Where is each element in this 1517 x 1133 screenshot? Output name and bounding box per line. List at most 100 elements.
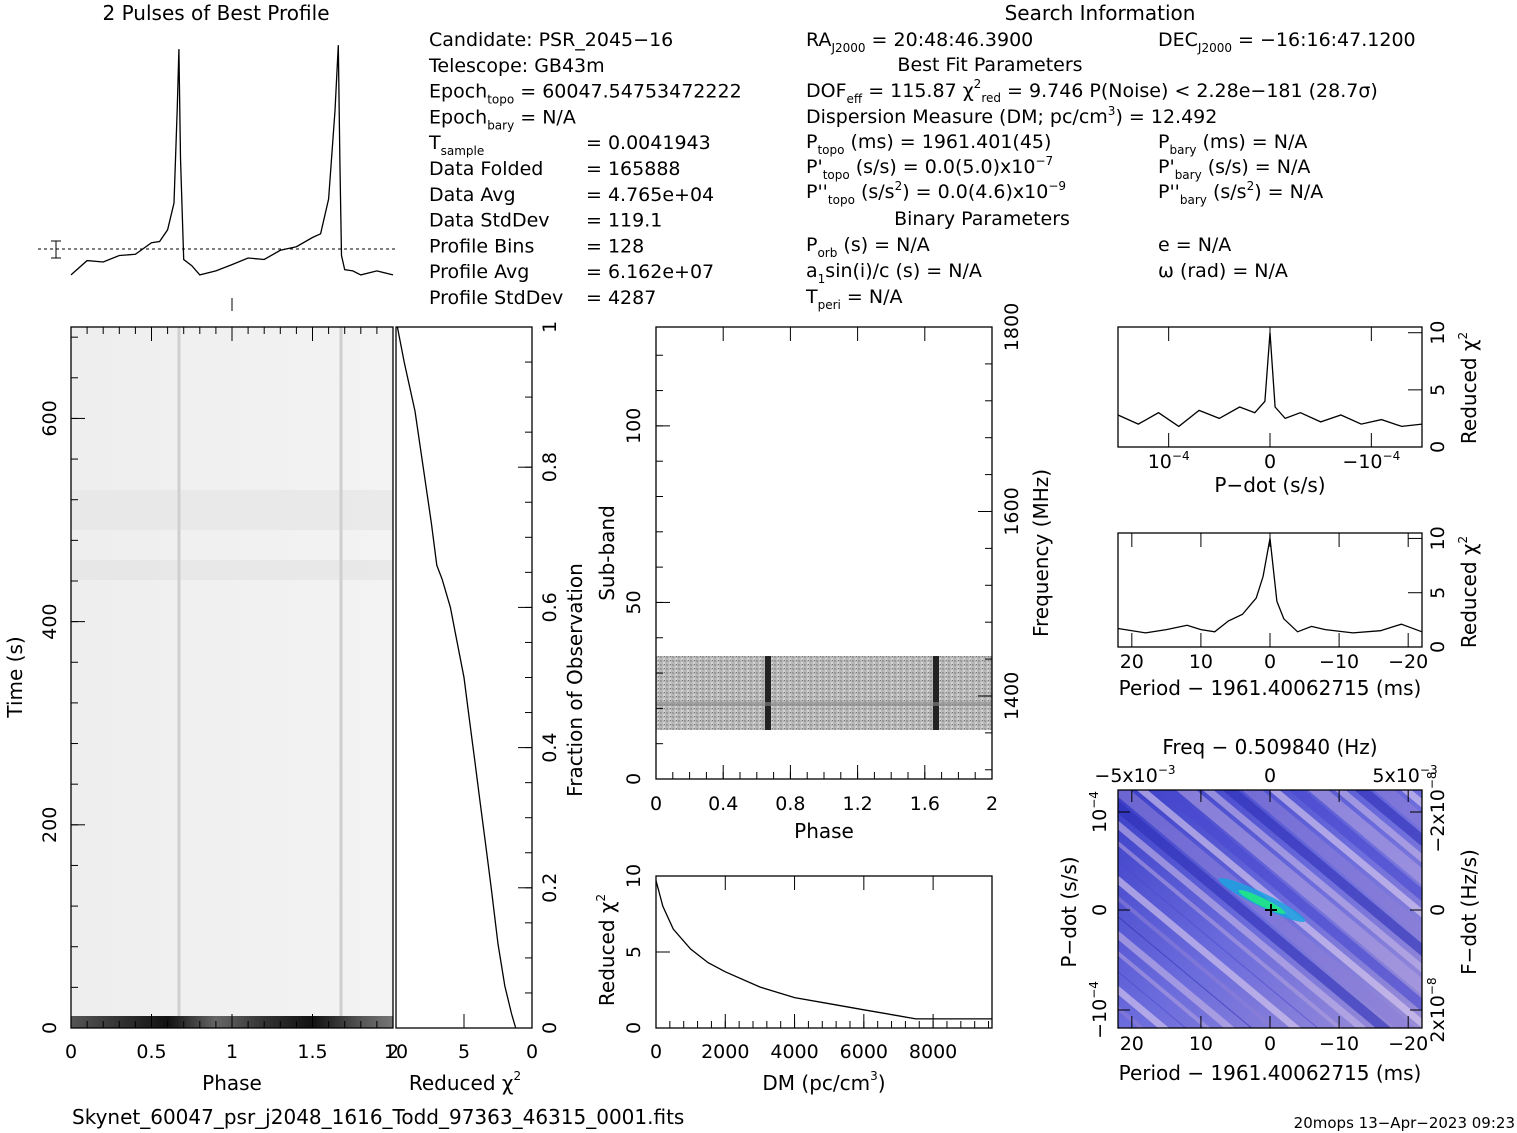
- pdot-ticks: 10−4 0 −10−4 0 5 10: [1148, 321, 1449, 473]
- time-phase-plot: 0 0.5 1 1.5 2 0 200 400 600 Phase Time (s): [3, 326, 399, 1095]
- tick-label: −2x10−8: [1425, 771, 1449, 852]
- info-left-row: Candidate: PSR_2045−16: [429, 29, 673, 51]
- tick-label: 1: [539, 321, 561, 333]
- tperi-line: Tperi = N/A: [805, 286, 903, 312]
- ppdot-ticks: 20 10 0 −10 −20 −5x10−3 0 5x10−3 10−4 −2x10−8 0 0 −1…: [1087, 763, 1449, 1055]
- tick-label: 0: [650, 1041, 662, 1063]
- info-left-row: Profile Avg = 6.162e+07: [429, 261, 714, 283]
- tick-label: 400: [39, 603, 61, 639]
- search-info-title: Search Information: [1005, 1, 1196, 25]
- tick-label: 0.4: [539, 732, 561, 762]
- tick-label: 2x10−8: [1425, 977, 1449, 1042]
- tick-label: 8000: [909, 1041, 957, 1063]
- info-left-row: Data StdDev = 119.1: [429, 210, 662, 232]
- tick-label: 1400: [1001, 672, 1023, 720]
- best-fit-title: Best Fit Parameters: [897, 54, 1082, 76]
- chi-time-plot: 10 5 00.20.40.60.810 Reduced χ2 Fraction o…: [384, 321, 587, 1095]
- tick-label: 0.5: [136, 1041, 166, 1063]
- info-left-row: Tsample = 0.0041943: [428, 132, 711, 158]
- chi-time-ylabel: Fraction of Observation: [563, 563, 587, 797]
- tick-label: −10: [1319, 651, 1359, 673]
- tick-label: −20: [1388, 651, 1428, 673]
- tick-label: 0: [1264, 765, 1276, 787]
- pdtopo-line: P'topo (s/s) = 0.0(5.0)x10−7: [806, 154, 1053, 182]
- tick-label: 1.6: [910, 793, 940, 815]
- tick-label: 50: [623, 590, 645, 614]
- pdot-line: [1117, 332, 1423, 428]
- pdot-xlabel: P−dot (s/s): [1214, 473, 1325, 497]
- tick-label: 5x10−3: [1372, 763, 1437, 787]
- info-right-column: DECJ2000 = −16:16:47.1200 Pbary (ms) = N…: [1158, 29, 1416, 282]
- tick-label: 0: [1264, 1033, 1276, 1055]
- tick-label: 20: [1120, 651, 1144, 673]
- tick-label: 4000: [770, 1041, 818, 1063]
- ppdot-image: [1118, 790, 1422, 1028]
- tick-label: 0: [1089, 904, 1111, 916]
- dm-line: [655, 880, 992, 1020]
- tick-label: 10: [1427, 321, 1449, 345]
- subband-xlabel: Phase: [794, 819, 854, 843]
- dm-ticks: 0 2000 4000 6000 8000 0 5 10: [623, 864, 990, 1063]
- tick-label: 100: [623, 408, 645, 444]
- tick-label: 5: [1427, 587, 1449, 599]
- profile-plot: [38, 45, 396, 311]
- tick-label: 1800: [1001, 303, 1023, 351]
- tick-label: 0: [1264, 651, 1276, 673]
- time-phase-ylabel: Time (s): [3, 636, 27, 718]
- tick-label: 5: [1427, 384, 1449, 396]
- info-mid-column: RAJ2000 = 20:48:46.3900 Best Fit Paramet…: [805, 29, 1378, 312]
- tick-label: 200: [39, 807, 61, 843]
- ptopo-line: Ptopo (ms) = 1961.401(45): [806, 131, 1051, 157]
- tick-label: 1.2: [842, 793, 872, 815]
- subband-ticks: 0 0.4 0.8 1.2 1.6 2 0 50 100 1400 1600 1800: [623, 303, 1023, 815]
- tick-label: −10−4: [1342, 449, 1400, 473]
- tick-label: 0: [526, 1041, 538, 1063]
- dm-xlabel: DM (pc/cm3): [762, 1069, 885, 1095]
- ppdot-plot: Freq − 0.509840 (Hz) 20 10 0 −10 −20 −5x10−3 0…: [1057, 735, 1481, 1085]
- binary-title: Binary Parameters: [894, 208, 1070, 230]
- profile-line: [70, 45, 394, 276]
- tick-label: 10−4: [1148, 449, 1190, 473]
- porb-line: Porb (s) = N/A: [806, 234, 930, 260]
- info-left-column: Candidate: PSR_2045−16 Telescope: GB43m Ep…: [428, 29, 742, 309]
- tick-label: 0.8: [775, 793, 805, 815]
- tick-label: 0: [650, 793, 662, 815]
- tick-label: 0.8: [539, 452, 561, 482]
- info-left-row: Data Avg = 4.765e+04: [429, 184, 714, 206]
- ecc-line: e = N/A: [1158, 234, 1231, 256]
- dof-line: DOFeff = 115.87 χ2red = 9.746 P(Noise) <…: [806, 77, 1378, 106]
- tick-label: 10: [1427, 526, 1449, 550]
- period-xlabel: Period − 1961.40062715 (ms): [1119, 676, 1422, 700]
- tick-label: 0.6: [539, 592, 561, 622]
- tick-label: 2: [986, 793, 998, 815]
- info-left-row: Profile Bins = 128: [429, 235, 644, 257]
- info-left-row: Epochtopo = 60047.54753472222: [429, 81, 742, 107]
- profile-errorbar: [51, 240, 61, 259]
- pbary-line: Pbary (ms) = N/A: [1158, 131, 1307, 157]
- profile-title: 2 Pulses of Best Profile: [103, 1, 330, 25]
- tick-label: 1.5: [297, 1041, 327, 1063]
- tick-label: 0.4: [708, 793, 738, 815]
- tick-label: 0: [1427, 904, 1449, 916]
- period-line: [1117, 538, 1423, 634]
- tick-label: 600: [39, 400, 61, 436]
- pdbary-line: P'bary (s/s) = N/A: [1158, 156, 1310, 182]
- dm-line: Dispersion Measure (DM; pc/cm3) = 12.492: [806, 104, 1217, 128]
- pddtopo-line: P''topo (s/s2) = 0.0(4.6)x10−9: [806, 179, 1066, 207]
- tick-label: 1: [226, 1041, 238, 1063]
- tick-label: −10−4: [1087, 981, 1111, 1039]
- time-phase-ticks: 0 0.5 1 1.5 2 0 200 400 600: [39, 327, 399, 1063]
- chi-time-xlabel: Reduced χ2: [409, 1069, 521, 1095]
- tick-label: 2000: [701, 1041, 749, 1063]
- dm-ylabel: Reduced χ2: [594, 894, 619, 1006]
- omega-line: ω (rad) = N/A: [1158, 260, 1288, 282]
- info-left-row: Epochbary = N/A: [429, 106, 576, 132]
- chi-time-ticks: 10 5 00.20.40.60.810: [384, 321, 561, 1063]
- footer-filename: Skynet_60047_psr_j2048_1616_Todd_97363_4…: [72, 1105, 684, 1129]
- tick-label: 20: [1120, 1033, 1144, 1055]
- tick-label: 6000: [840, 1041, 888, 1063]
- tick-label: 10−4: [1087, 791, 1111, 833]
- tick-label: 10: [1189, 1033, 1213, 1055]
